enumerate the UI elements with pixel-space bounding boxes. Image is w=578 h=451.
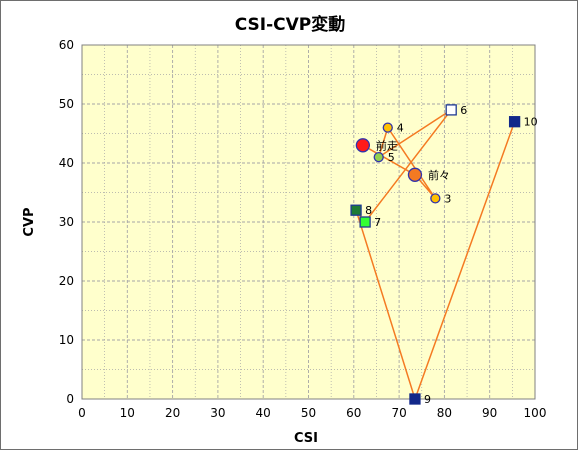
data-point-8 <box>350 204 362 216</box>
data-point-7 <box>359 216 371 228</box>
x-tick-label: 100 <box>524 406 547 420</box>
major-grid <box>82 45 535 399</box>
chart-title: CSI-CVP変動 <box>235 14 346 35</box>
data-label-前々: 前々 <box>428 168 450 182</box>
x-tick-label: 80 <box>437 406 452 420</box>
x-tick-label: 60 <box>346 406 361 420</box>
data-label-3: 3 <box>444 192 451 205</box>
data-label-9: 9 <box>424 393 431 406</box>
y-tick-label: 60 <box>59 38 74 52</box>
y-tick-label: 0 <box>66 392 74 406</box>
x-tick-label: 70 <box>391 406 406 420</box>
data-label-前走: 前走 <box>376 138 398 152</box>
series-line <box>355 109 516 402</box>
data-point-4 <box>382 122 393 133</box>
data-point-10 <box>508 116 521 128</box>
x-tick-label: 90 <box>482 406 497 420</box>
y-axis-title: CVP <box>22 207 37 236</box>
x-axis-title: CSI <box>294 431 318 446</box>
data-label-6: 6 <box>460 104 467 117</box>
y-tick-label: 20 <box>59 274 74 288</box>
data-point-前走 <box>355 138 371 153</box>
data-point-9 <box>409 393 421 405</box>
data-point-6 <box>445 104 457 116</box>
x-tick-label: 30 <box>210 406 225 420</box>
data-point-前々 <box>407 167 423 182</box>
x-tick-label: 40 <box>256 406 271 420</box>
x-tick-label: 50 <box>301 406 316 420</box>
data-point-3 <box>430 193 441 204</box>
plot-border <box>81 44 536 400</box>
data-label-10: 10 <box>524 116 538 129</box>
data-label-7: 7 <box>374 216 381 229</box>
y-tick-label: 40 <box>59 156 74 170</box>
x-tick-label: 10 <box>120 406 135 420</box>
x-tick-label: 0 <box>78 406 86 420</box>
x-tick-label: 20 <box>165 406 180 420</box>
data-label-8: 8 <box>365 204 372 217</box>
data-label-5: 5 <box>388 151 395 164</box>
data-label-4: 4 <box>397 122 404 135</box>
y-tick-label: 30 <box>59 215 74 229</box>
y-tick-label: 10 <box>59 333 74 347</box>
y-tick-label: 50 <box>59 97 74 111</box>
data-point-5 <box>373 151 384 163</box>
